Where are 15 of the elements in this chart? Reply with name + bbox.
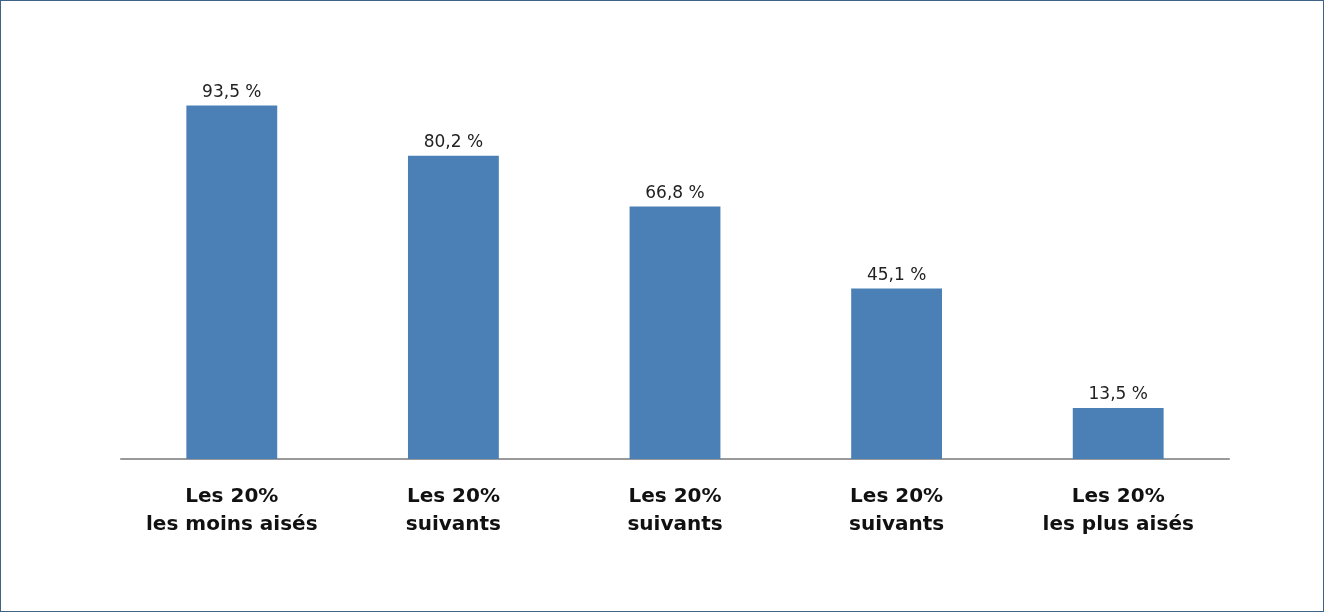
bar — [407, 155, 499, 459]
data-label: 45,1 % — [866, 264, 927, 285]
data-label: 66,8 % — [645, 182, 705, 202]
bar — [1072, 407, 1164, 459]
x-tick-label: Les 20% les moins aisés — [146, 483, 318, 535]
data-label: 93,5 % — [202, 81, 262, 102]
x-tick-label: Les 20% suivants — [405, 483, 502, 535]
bar — [629, 206, 721, 459]
bar — [851, 288, 943, 459]
data-label: 13,5 % — [1088, 383, 1148, 404]
x-tick-label: Les 20% suivants — [627, 483, 723, 535]
x-tick-label: Les 20% suivants — [848, 483, 945, 535]
data-label: 80,2 % — [423, 131, 484, 152]
bar — [186, 105, 278, 459]
x-tick-label: Les 20% les plus aisés — [1042, 483, 1194, 535]
